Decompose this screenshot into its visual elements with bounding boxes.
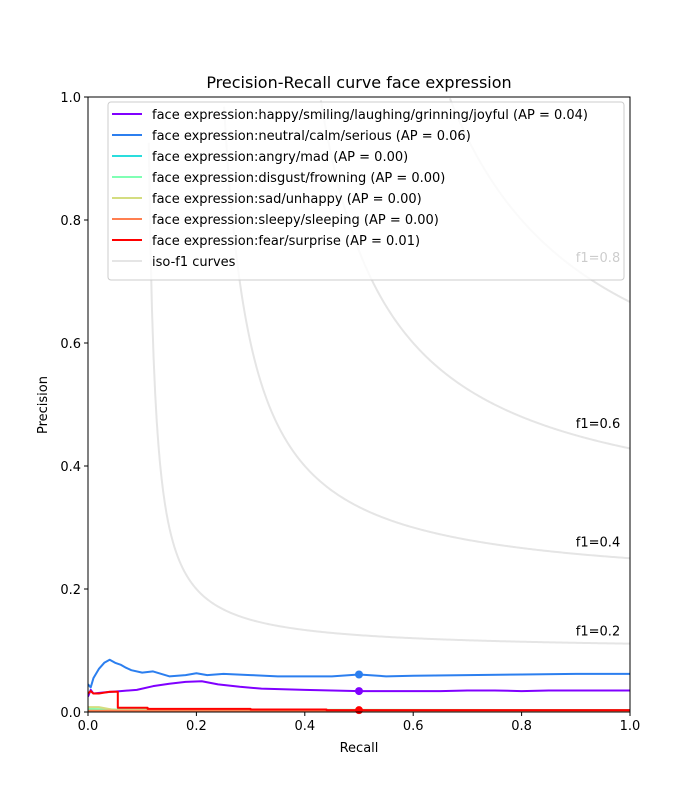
x-axis-label: Recall xyxy=(340,741,379,756)
y-tick-label: 0.8 xyxy=(60,214,81,229)
legend-entry: face expression:neutral/calm/serious (AP… xyxy=(152,129,471,144)
legend-entry: face expression:sleepy/sleeping (AP = 0.… xyxy=(152,213,439,228)
y-tick-label: 0.4 xyxy=(60,460,81,475)
plot-frame xyxy=(87,96,631,713)
legend: face expression:happy/smiling/laughing/g… xyxy=(107,101,625,281)
legend-box xyxy=(107,101,625,281)
iso-f1-label: f1=0.2 xyxy=(576,625,620,640)
x-tick-label: 0.4 xyxy=(294,719,315,734)
x-tick-label: 0.0 xyxy=(78,719,99,734)
axis-ticks: 0.0 0.2 0.4 0.6 0.8 1.0 0.0 0.2 0.4 0.6 0.8 1.0 xyxy=(60,91,640,734)
series-marker-0 xyxy=(355,687,363,696)
series-marker-1 xyxy=(355,670,363,679)
legend-entry: iso-f1 curves xyxy=(152,255,236,270)
legend-entry: face expression:sad/unhappy (AP = 0.00) xyxy=(152,192,422,207)
y-tick-label: 0.6 xyxy=(60,337,81,352)
series-line-1 xyxy=(88,658,630,689)
iso-f1-label: f1=0.4 xyxy=(576,536,620,551)
y-tick-label: 1.0 xyxy=(60,91,81,106)
y-tick-label: 0.0 xyxy=(60,706,81,721)
legend-entry: face expression:disgust/frowning (AP = 0… xyxy=(152,171,445,186)
iso-f1-label: f1=0.6 xyxy=(576,417,620,432)
legend-entry: face expression:angry/mad (AP = 0.00) xyxy=(152,150,408,165)
iso-f1-curve xyxy=(223,106,630,560)
iso-f1-curve xyxy=(147,142,630,645)
x-tick-label: 0.8 xyxy=(511,719,532,734)
series-line-0 xyxy=(88,680,630,698)
legend-entry: face expression:fear/surprise (AP = 0.01… xyxy=(152,234,420,249)
series-line-6 xyxy=(88,690,630,712)
x-tick-label: 0.2 xyxy=(186,719,207,734)
series-marker-6 xyxy=(355,706,363,715)
x-tick-label: 1.0 xyxy=(620,719,641,734)
y-axis-label: Precision xyxy=(36,376,51,434)
series-markers xyxy=(355,670,363,715)
chart-title: Precision-Recall curve face expression xyxy=(206,73,511,92)
legend-entry: face expression:happy/smiling/laughing/g… xyxy=(152,108,588,123)
y-tick-label: 0.2 xyxy=(60,583,81,598)
x-tick-label: 0.6 xyxy=(403,719,424,734)
iso-f1-curve xyxy=(319,100,630,450)
